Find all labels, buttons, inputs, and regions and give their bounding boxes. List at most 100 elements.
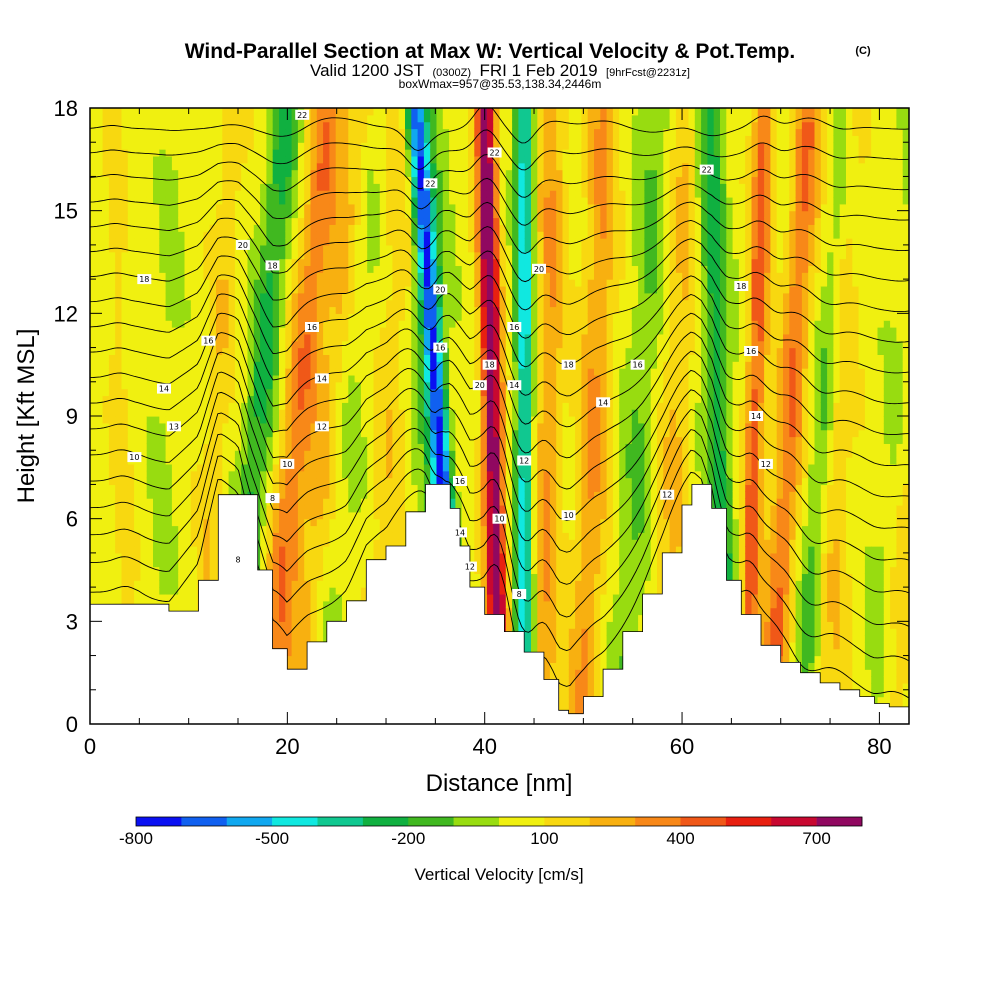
w-cell <box>316 279 324 287</box>
w-cell <box>392 196 400 205</box>
w-cell <box>405 340 412 349</box>
w-cell <box>184 224 192 232</box>
w-cell <box>360 299 368 308</box>
w-cell <box>153 155 160 164</box>
w-cell <box>405 217 412 225</box>
w-cell <box>386 183 393 191</box>
w-cell <box>216 354 223 362</box>
w-cell <box>279 381 286 390</box>
w-cell <box>178 409 186 417</box>
w-cell <box>121 573 129 581</box>
w-cell <box>348 587 356 595</box>
w-cell <box>285 580 293 588</box>
w-cell <box>159 395 167 403</box>
w-cell <box>272 285 280 294</box>
w-cell <box>134 196 141 205</box>
w-cell <box>360 114 368 123</box>
w-cell <box>304 518 312 527</box>
w-cell <box>228 354 236 362</box>
w-cell <box>184 532 192 540</box>
w-cell <box>398 244 406 253</box>
w-cell <box>241 320 249 328</box>
w-cell <box>234 313 242 321</box>
w-cell <box>373 251 381 260</box>
w-cell <box>323 217 330 225</box>
w-cell <box>430 333 438 342</box>
w-cell <box>367 121 375 130</box>
w-cell <box>348 217 356 225</box>
w-cell <box>342 279 349 287</box>
w-cell <box>190 285 198 294</box>
w-cell <box>146 532 154 540</box>
w-cell <box>153 463 160 472</box>
w-cell <box>272 279 280 287</box>
w-cell <box>405 128 412 136</box>
w-cell <box>115 368 123 376</box>
w-cell <box>171 470 179 479</box>
w-cell <box>417 217 425 225</box>
w-cell <box>266 511 274 520</box>
w-cell <box>272 333 280 342</box>
w-cell <box>115 155 123 164</box>
w-cell <box>373 429 381 438</box>
w-cell <box>392 374 400 383</box>
w-cell <box>234 176 242 184</box>
w-cell <box>291 641 299 650</box>
w-cell <box>354 402 362 410</box>
w-cell <box>253 395 261 403</box>
w-cell <box>417 128 425 136</box>
w-cell <box>398 320 406 328</box>
w-cell <box>127 313 135 321</box>
w-cell <box>405 327 412 335</box>
w-cell <box>190 409 198 417</box>
w-cell <box>423 333 431 342</box>
w-cell <box>285 128 293 136</box>
w-cell <box>398 532 406 540</box>
w-cell <box>398 196 406 205</box>
w-cell <box>146 580 154 588</box>
w-cell <box>234 457 242 465</box>
w-cell <box>304 436 312 444</box>
w-cell <box>316 224 324 232</box>
w-cell <box>379 135 387 143</box>
w-cell <box>348 231 356 239</box>
w-cell <box>171 190 179 198</box>
w-cell <box>253 279 261 287</box>
w-cell <box>297 463 305 472</box>
w-cell <box>121 470 129 479</box>
w-cell <box>159 518 167 527</box>
w-cell <box>115 196 123 205</box>
w-cell <box>323 593 330 602</box>
w-cell <box>134 470 141 479</box>
w-cell <box>222 429 230 438</box>
w-cell <box>184 231 192 239</box>
w-cell <box>272 539 280 547</box>
w-cell <box>279 484 286 492</box>
w-cell <box>266 114 274 123</box>
w-cell <box>241 395 249 403</box>
w-cell <box>102 347 110 355</box>
w-cell <box>367 470 375 479</box>
w-cell <box>203 285 211 294</box>
w-cell <box>360 162 368 171</box>
w-cell <box>216 347 223 355</box>
w-cell <box>228 265 236 273</box>
w-cell <box>379 443 387 451</box>
w-cell <box>96 285 104 294</box>
w-cell <box>285 504 293 513</box>
w-cell <box>171 114 179 123</box>
w-cell <box>140 504 148 513</box>
w-cell <box>247 114 255 123</box>
w-cell <box>253 374 261 383</box>
w-cell <box>197 361 204 369</box>
w-cell <box>360 443 368 451</box>
w-cell <box>386 121 393 130</box>
w-cell <box>216 203 223 212</box>
w-cell <box>121 368 129 376</box>
w-cell <box>291 135 299 143</box>
w-cell <box>310 422 318 431</box>
w-cell <box>423 361 431 369</box>
w-cell <box>165 566 173 575</box>
w-cell <box>108 265 116 273</box>
w-cell <box>96 224 104 232</box>
